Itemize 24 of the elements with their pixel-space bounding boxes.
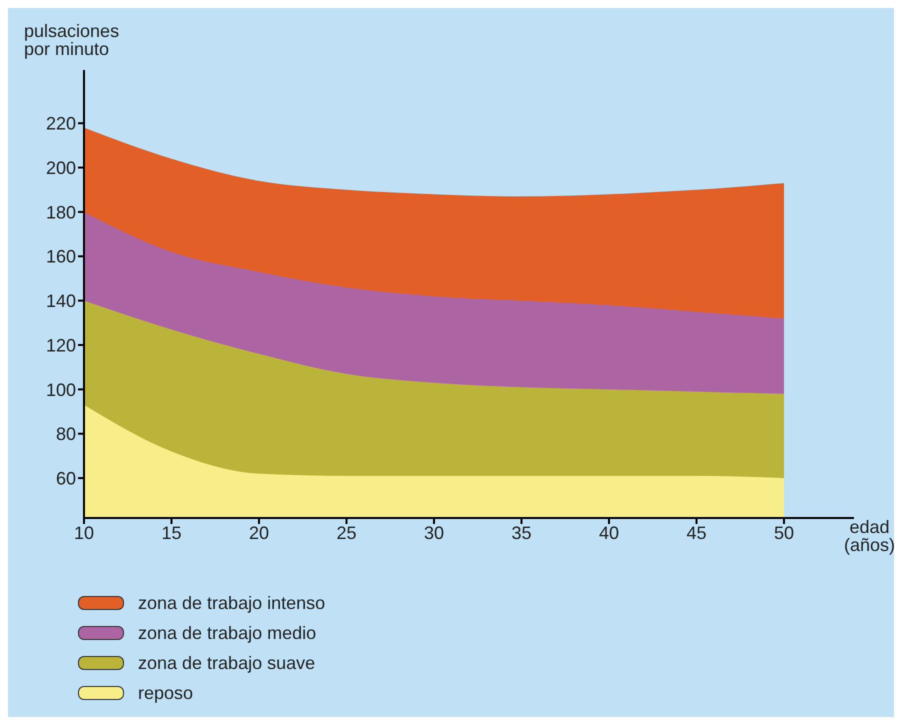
x-axis-title: edad (años) (844, 517, 895, 555)
x-tick-label: 15 (161, 522, 182, 543)
y-tick-label: 180 (46, 202, 76, 222)
y-axis-title: pulsaciones por minuto (24, 21, 120, 59)
y-tick-label: 140 (46, 291, 76, 312)
x-tick-label: 20 (248, 522, 270, 543)
y-tick-label: 160 (46, 246, 76, 267)
x-tick-label: 35 (511, 522, 532, 543)
y-tick-label: 100 (46, 380, 76, 400)
y-tick-label: 220 (46, 114, 76, 134)
x-tick-label: 25 (336, 522, 357, 543)
y-tick-label: 60 (56, 468, 76, 488)
legend-label: zona de trabajo suave (138, 652, 316, 674)
legend-label: zona de trabajo medio (138, 622, 316, 644)
legend-label: reposo (138, 682, 194, 704)
x-tick-label: 10 (74, 522, 94, 543)
y-tick-label: 200 (46, 158, 76, 178)
x-tick-label: 50 (774, 522, 794, 543)
x-tick-label: 40 (598, 522, 620, 543)
legend-label: zona de trabajo intenso (138, 592, 326, 614)
y-tick-label: 80 (56, 424, 76, 444)
y-tick-label: 120 (46, 335, 76, 356)
x-tick-label: 30 (424, 522, 444, 543)
x-tick-label: 45 (686, 522, 707, 543)
